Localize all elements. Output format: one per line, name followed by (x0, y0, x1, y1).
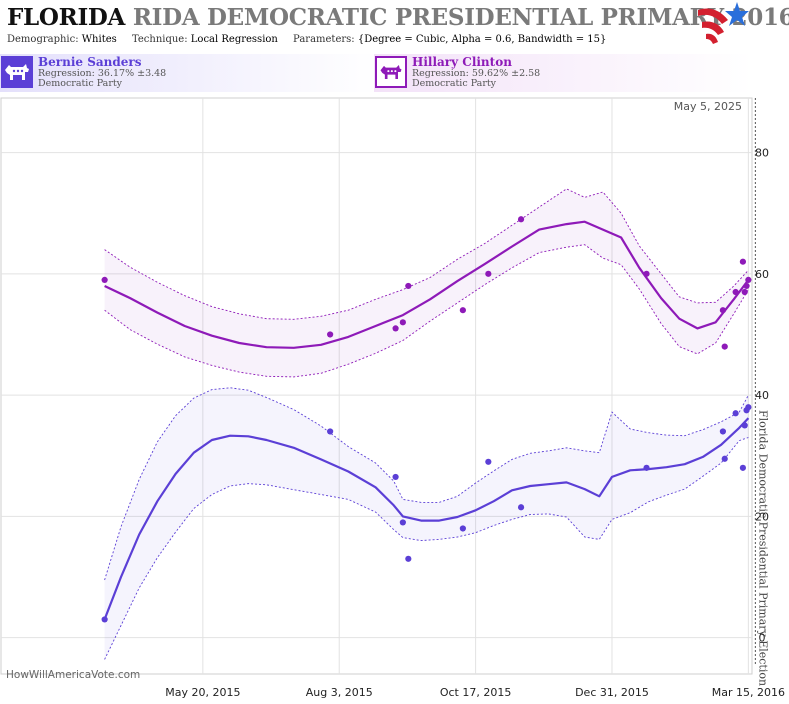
regression-chart: Florida Democratic Presidential Primary … (0, 97, 785, 699)
site-logo-icon[interactable] (694, 0, 750, 48)
technique-value: Local Regression (190, 34, 278, 45)
lower-bound-line (104, 244, 749, 378)
data-point (392, 473, 399, 481)
candidate-name: Bernie Sanders (38, 55, 142, 69)
data-point (643, 270, 650, 277)
data-point (327, 428, 334, 435)
current-date-label: May 5, 2025 (674, 100, 742, 113)
chart-header: FLORIDA RIDA DEMOCRATIC PRESIDENTIAL PRI… (0, 0, 789, 50)
data-point (392, 325, 399, 332)
legend-hillary-clinton: Hillary Clinton Regression: 59.62% ±2.58… (374, 54, 752, 92)
title-state: FLORIDA (7, 4, 126, 31)
y-tick-label: 0 (759, 632, 766, 645)
data-point (719, 428, 727, 435)
x-tick-label: Mar 15, 2016 (712, 686, 785, 699)
candidate-party: Democratic Party (38, 78, 123, 89)
data-point (101, 276, 108, 283)
data-point (745, 276, 752, 283)
data-point (643, 464, 650, 471)
grid-lines (0, 97, 753, 675)
x-tick-label: Dec 31, 2015 (575, 686, 649, 699)
data-point (399, 519, 406, 526)
parameters-line: Demographic: Whites Technique: Local Reg… (7, 34, 618, 45)
data-point (745, 404, 752, 411)
data-point (459, 307, 466, 314)
parameters-value: {Degree = Cubic, Alpha = 0.6, Bandwidth … (357, 34, 607, 45)
data-points (101, 216, 752, 623)
site-watermark: HowWillAmericaVote.com (6, 669, 141, 681)
data-point (721, 343, 728, 350)
data-point (732, 288, 739, 296)
confidence-band-fill (104, 387, 749, 660)
data-point (517, 504, 525, 511)
data-point (405, 282, 412, 290)
title-rest: RIDA DEMOCRATIC PRESIDENTIAL PRIMARY 201… (132, 4, 789, 31)
technique-label: Technique: (131, 34, 188, 45)
candidate-regression: Regression: 59.62% ±2.58 (412, 68, 541, 79)
data-point (399, 319, 406, 326)
democrat-donkey-icon (1, 56, 33, 88)
data-point (485, 458, 492, 465)
upper-bound-line (104, 387, 749, 581)
confidence-band-fill (104, 188, 749, 377)
candidate-regression: Regression: 36.17% ±3.48 (38, 68, 167, 79)
data-point (721, 455, 728, 462)
data-point (739, 258, 747, 265)
upper-bound-line (104, 188, 749, 320)
x-tick-label: Aug 3, 2015 (306, 686, 373, 699)
axes: 0 20 40 60 80 May 20, 2015 Aug 3, 2015 Oct 17, … (165, 100, 785, 699)
democrat-donkey-icon (375, 56, 407, 88)
trend-line (104, 220, 750, 349)
chart-title: FLORIDA RIDA DEMOCRATIC PRESIDENTIAL PRI… (7, 4, 789, 31)
data-point (741, 422, 748, 429)
data-point (459, 525, 466, 532)
data-point (101, 616, 108, 623)
event-label: Florida Democratic Presidential Primary … (756, 410, 769, 686)
demographic-label: Demographic: (7, 34, 79, 45)
data-point (719, 307, 727, 314)
y-tick-label: 20 (755, 510, 769, 523)
event-marker: Florida Democratic Presidential Primary … (754, 98, 769, 686)
y-tick-label: 40 (755, 389, 769, 402)
data-point (327, 331, 334, 338)
data-point (405, 555, 412, 562)
trend-lines (103, 220, 750, 620)
confidence-bands (104, 188, 749, 660)
data-point (739, 464, 747, 471)
y-tick-label: 80 (755, 147, 769, 160)
plot-frame (0, 97, 753, 675)
trend-line (103, 417, 750, 620)
data-point (743, 282, 750, 290)
x-tick-label: Oct 17, 2015 (440, 686, 512, 699)
data-point (517, 216, 525, 223)
candidate-party: Democratic Party (412, 78, 497, 89)
y-tick-label: 60 (755, 268, 769, 281)
data-point (741, 288, 748, 296)
candidate-name: Hillary Clinton (412, 55, 512, 69)
candidate-legend: Bernie Sanders Regression: 36.17% ±3.48 … (0, 54, 752, 94)
parameters-label: Parameters: (293, 34, 355, 45)
demographic-value: Whites (81, 34, 117, 45)
x-tick-label: May 20, 2015 (165, 686, 240, 699)
legend-bernie-sanders: Bernie Sanders Regression: 36.17% ±3.48 … (0, 54, 378, 92)
data-point (485, 270, 492, 277)
data-point (732, 410, 739, 417)
